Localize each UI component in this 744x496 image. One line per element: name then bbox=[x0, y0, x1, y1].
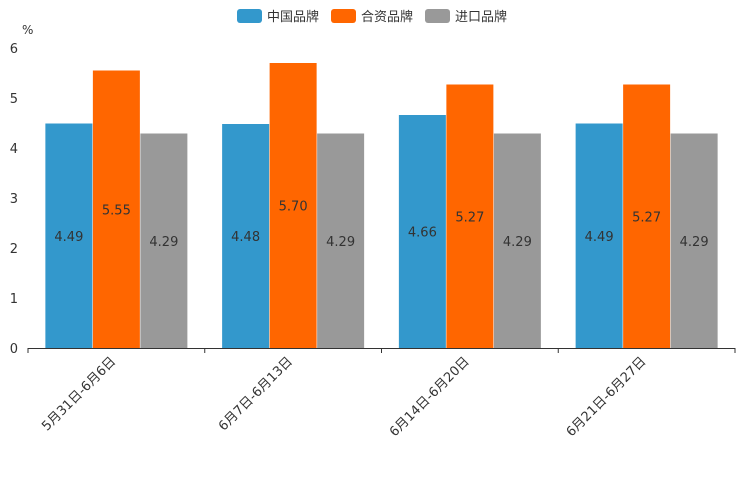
x-tick-label: 6月21日-6月27日 bbox=[564, 354, 650, 440]
x-tick-label: 6月14日-6月20日 bbox=[387, 354, 473, 440]
legend-swatch-joint bbox=[330, 8, 356, 23]
legend-swatch-china bbox=[236, 8, 262, 23]
data-label: 4.49 bbox=[585, 230, 614, 245]
y-tick-label: 0 bbox=[10, 342, 18, 357]
y-tick-label: 4 bbox=[10, 142, 18, 157]
bar bbox=[493, 133, 541, 348]
legend-item-joint[interactable]: 合资品牌 bbox=[330, 6, 413, 25]
data-label: 4.48 bbox=[231, 230, 260, 245]
y-tick-label: 5 bbox=[10, 92, 18, 107]
data-label: 4.29 bbox=[326, 235, 355, 250]
bar bbox=[623, 84, 671, 348]
y-tick-label: 2 bbox=[10, 242, 18, 257]
legend-label-import: 进口品牌 bbox=[455, 10, 508, 25]
bar bbox=[140, 133, 188, 348]
x-tick-label: 6月7日-6月13日 bbox=[216, 354, 296, 434]
bar bbox=[269, 63, 317, 348]
legend-item-china[interactable]: 中国品牌 bbox=[236, 6, 319, 25]
data-label: 4.29 bbox=[503, 235, 532, 250]
data-label: 4.49 bbox=[54, 230, 83, 245]
y-tick-label: 3 bbox=[10, 192, 18, 207]
data-label: 4.29 bbox=[149, 235, 178, 250]
legend-label-joint: 合资品牌 bbox=[360, 10, 413, 25]
data-label: 5.55 bbox=[102, 203, 131, 218]
data-label: 5.27 bbox=[455, 210, 484, 225]
y-axis-unit: % bbox=[22, 23, 33, 37]
x-tick-label: 5月31日-6月6日 bbox=[39, 354, 119, 434]
bar bbox=[45, 123, 93, 348]
data-label: 4.29 bbox=[680, 235, 709, 250]
bar bbox=[446, 84, 494, 348]
bar bbox=[670, 133, 718, 348]
bar bbox=[398, 115, 446, 348]
data-label: 5.70 bbox=[279, 200, 308, 215]
bar bbox=[222, 124, 270, 348]
legend-swatch-import bbox=[425, 8, 450, 23]
bar bbox=[317, 133, 365, 348]
y-tick-label: 1 bbox=[10, 292, 18, 307]
bar bbox=[92, 70, 140, 348]
bar bbox=[575, 123, 623, 348]
legend: 中国品牌 合资品牌 进口品牌 bbox=[0, 6, 744, 25]
data-label: 5.27 bbox=[632, 210, 661, 225]
data-label: 4.66 bbox=[408, 226, 437, 241]
legend-item-import[interactable]: 进口品牌 bbox=[425, 6, 507, 25]
legend-label-china: 中国品牌 bbox=[266, 10, 319, 25]
y-tick-label: 6 bbox=[10, 42, 18, 57]
